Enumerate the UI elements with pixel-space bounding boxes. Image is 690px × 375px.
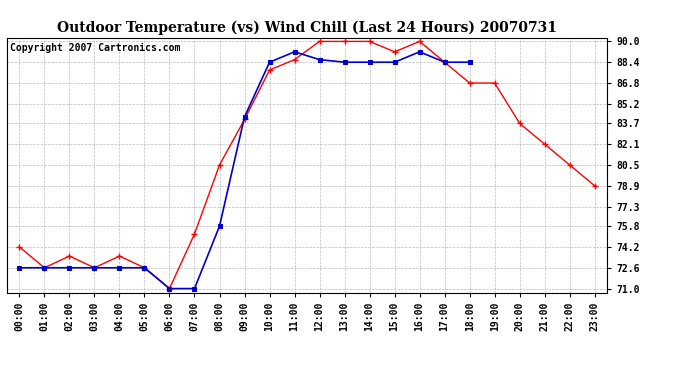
Text: Copyright 2007 Cartronics.com: Copyright 2007 Cartronics.com	[10, 43, 180, 52]
Title: Outdoor Temperature (vs) Wind Chill (Last 24 Hours) 20070731: Outdoor Temperature (vs) Wind Chill (Las…	[57, 21, 557, 35]
